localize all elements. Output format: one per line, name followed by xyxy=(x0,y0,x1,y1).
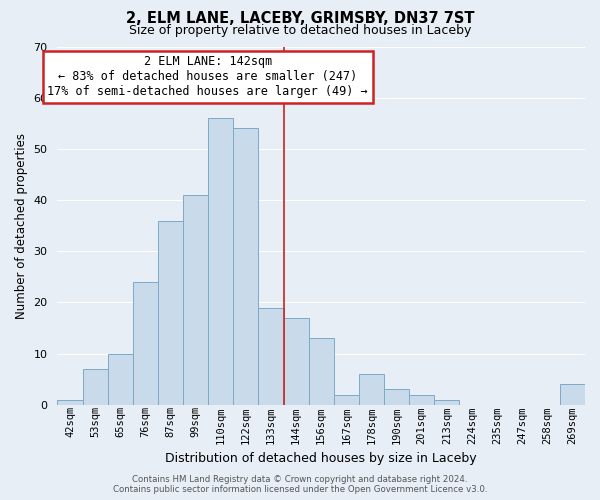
X-axis label: Distribution of detached houses by size in Laceby: Distribution of detached houses by size … xyxy=(166,452,477,465)
Bar xyxy=(560,384,585,405)
Bar xyxy=(308,338,334,405)
Y-axis label: Number of detached properties: Number of detached properties xyxy=(15,132,28,318)
Text: Contains HM Land Registry data © Crown copyright and database right 2024.
Contai: Contains HM Land Registry data © Crown c… xyxy=(113,474,487,494)
Bar xyxy=(384,390,409,405)
Bar xyxy=(58,400,83,405)
Bar xyxy=(233,128,259,405)
Text: 2, ELM LANE, LACEBY, GRIMSBY, DN37 7ST: 2, ELM LANE, LACEBY, GRIMSBY, DN37 7ST xyxy=(126,11,474,26)
Bar xyxy=(409,394,434,405)
Bar xyxy=(259,308,284,405)
Bar xyxy=(208,118,233,405)
Bar xyxy=(158,220,183,405)
Bar xyxy=(183,195,208,405)
Bar xyxy=(107,354,133,405)
Bar xyxy=(359,374,384,405)
Bar xyxy=(334,394,359,405)
Bar xyxy=(434,400,460,405)
Bar xyxy=(284,318,308,405)
Bar xyxy=(133,282,158,405)
Text: 2 ELM LANE: 142sqm
← 83% of detached houses are smaller (247)
17% of semi-detach: 2 ELM LANE: 142sqm ← 83% of detached hou… xyxy=(47,56,368,98)
Bar xyxy=(83,369,107,405)
Text: Size of property relative to detached houses in Laceby: Size of property relative to detached ho… xyxy=(129,24,471,37)
